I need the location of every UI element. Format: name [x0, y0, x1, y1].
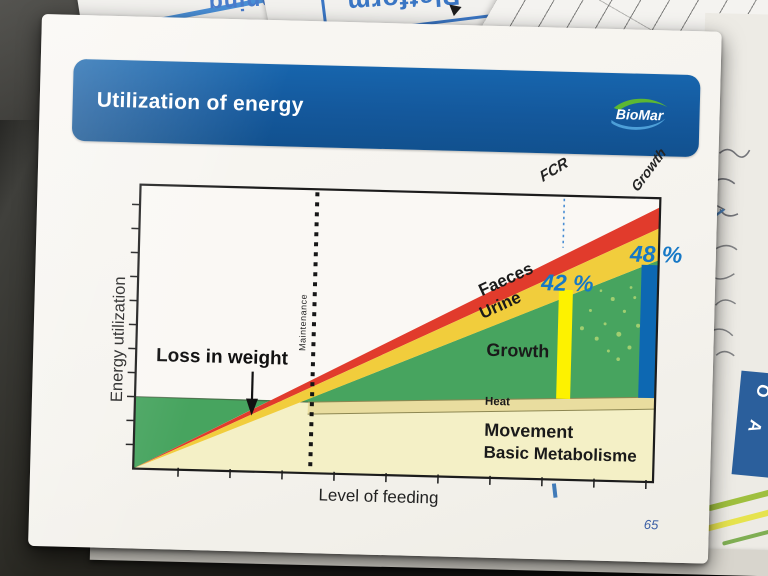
slide-header-bar: Utilization of energy BioMar	[71, 58, 701, 158]
growth-handwritten-label: Growth	[628, 144, 669, 195]
fcr-yellow-bar	[556, 289, 573, 399]
basic-metabolisme-label: Basic Metabolisme	[483, 443, 637, 466]
x-axis-ticks	[177, 467, 647, 489]
fcr-handwritten-label: FCR	[538, 154, 571, 186]
loss-in-weight-label: Loss in weight	[156, 345, 289, 369]
loss-arrow-head-icon	[246, 398, 259, 416]
urine-band	[133, 228, 660, 469]
highlighter-speckles	[579, 286, 641, 362]
pct-42-annotation: 42 %	[540, 269, 594, 296]
heat-band-top-line	[307, 396, 656, 403]
page-number: 65	[644, 517, 660, 532]
maintenance-dotted-line	[308, 192, 320, 470]
banner-letter: A	[744, 417, 766, 435]
growth-label: Growth	[486, 340, 550, 362]
logo-blue-swoosh-icon	[611, 118, 666, 130]
plot-border	[132, 183, 662, 484]
maintenance-label: Maintenance	[297, 294, 308, 351]
loss-in-weight-area	[133, 396, 271, 469]
x-axis-label: Level of feeding	[318, 485, 439, 507]
energy-utilization-chart: Energy utilization Level of feeding Loss…	[108, 144, 683, 532]
fcr-dotted-line	[562, 198, 566, 248]
logo-green-swoosh-icon	[613, 98, 668, 111]
y-axis-label: Energy utilization	[108, 276, 129, 402]
loss-arrow-shaft	[250, 371, 254, 400]
blue-pen-tick	[551, 483, 558, 498]
slide-sheet: Utilization of energy BioMar	[28, 14, 722, 564]
y-axis-ticks	[125, 203, 141, 446]
right-edge-blue-bar	[638, 264, 658, 399]
heat-label: Heat	[485, 396, 510, 409]
logo-text: BioMar	[616, 106, 665, 123]
heat-band-bottom-line	[307, 408, 655, 415]
pct-48-annotation: 48 %	[629, 240, 683, 267]
banner-letter: O	[751, 381, 768, 400]
biomar-logo: BioMar	[603, 92, 676, 138]
heat-band	[307, 397, 656, 415]
movement-label: Movement	[484, 420, 574, 442]
